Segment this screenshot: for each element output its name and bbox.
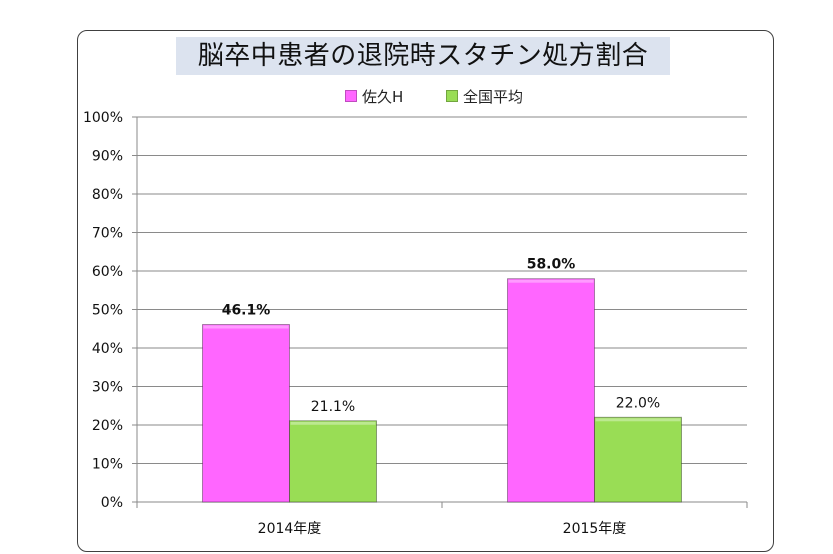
legend-swatch-series-1 xyxy=(345,90,357,102)
y-tick-label: 80% xyxy=(92,187,123,203)
data-label: 21.1% xyxy=(311,399,355,415)
y-tick-label: 40% xyxy=(92,341,123,357)
y-tick-label: 30% xyxy=(92,380,123,396)
bar-series-1 xyxy=(507,278,595,503)
y-tick-label: 70% xyxy=(92,226,123,242)
legend-item-series-2: 全国平均 xyxy=(446,86,523,106)
legend-swatch-series-2 xyxy=(446,90,458,102)
bar-series-2 xyxy=(289,420,377,503)
legend-label-series-2: 全国平均 xyxy=(463,87,524,106)
bar-series-2 xyxy=(594,416,682,503)
y-tick-label: 60% xyxy=(92,264,123,280)
bar-highlight xyxy=(595,418,681,422)
legend-label-series-1: 佐久H xyxy=(362,87,404,106)
y-tick-label: 0% xyxy=(101,495,123,511)
chart-title: 脳卒中患者の退院時スタチン処方割合 xyxy=(197,41,649,71)
bar-series-1 xyxy=(202,324,290,503)
x-category-label: 2014年度 xyxy=(258,521,322,537)
bar-highlight xyxy=(290,421,376,425)
bar-highlight xyxy=(508,279,594,283)
chart-legend: 佐久H 全国平均 xyxy=(0,86,833,106)
data-label: 46.1% xyxy=(222,303,271,319)
legend-item-series-1: 佐久H xyxy=(345,86,403,106)
data-label: 22.0% xyxy=(616,395,660,411)
x-category-label: 2015年度 xyxy=(563,521,627,537)
data-label: 58.0% xyxy=(527,257,576,273)
y-tick-label: 20% xyxy=(92,418,123,434)
y-tick-label: 50% xyxy=(92,303,123,319)
y-tick-label: 10% xyxy=(92,457,123,473)
y-tick-label: 100% xyxy=(83,110,123,126)
bar-highlight xyxy=(203,325,289,329)
chart-title-background xyxy=(176,37,670,75)
y-tick-label: 90% xyxy=(92,149,123,165)
